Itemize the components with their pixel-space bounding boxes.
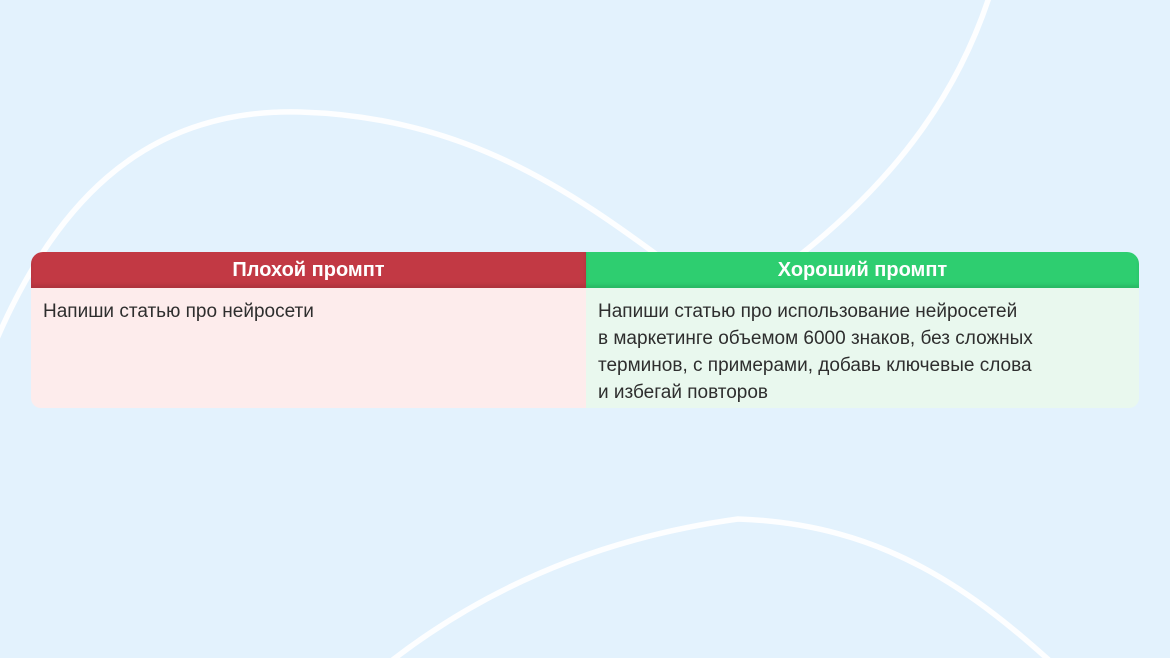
top-right-curve-line [783, 0, 991, 269]
bottom-curve-line [390, 516, 1051, 658]
good-prompt-header: Хороший промпт [586, 252, 1139, 288]
bad-prompt-cell: Напиши статью про нейросети [31, 288, 586, 408]
prompt-comparison-table: Плохой промпт Хороший промпт Напиши стат… [31, 252, 1139, 408]
good-prompt-cell: Напиши статью про использование нейросет… [586, 288, 1139, 408]
bad-prompt-header: Плохой промпт [31, 252, 586, 288]
top-left-curve-line [0, 109, 675, 339]
